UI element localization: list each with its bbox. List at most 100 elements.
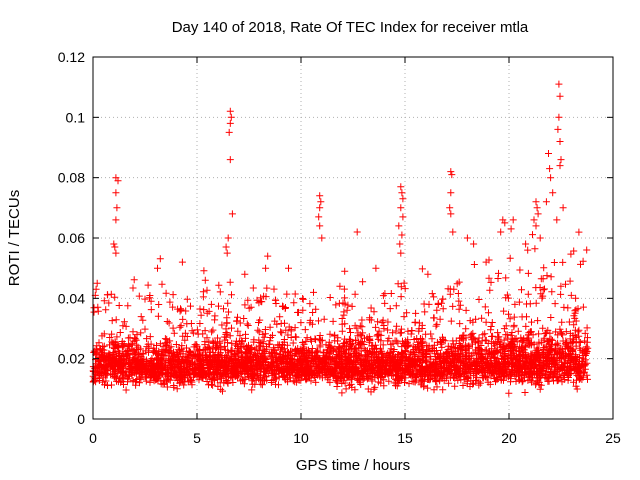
data-point [500, 307, 508, 315]
data-point [234, 327, 242, 335]
data-point [185, 348, 193, 356]
data-point [556, 92, 564, 100]
data-point [116, 329, 124, 336]
data-point [283, 341, 291, 349]
data-point [177, 350, 185, 358]
data-point [104, 382, 111, 389]
data-point [299, 295, 307, 303]
y-tick-label: 0.04 [58, 290, 85, 306]
data-point [562, 280, 569, 288]
data-point [244, 322, 252, 329]
data-point [433, 320, 441, 328]
y-tick-label: 0.08 [58, 170, 85, 186]
data-point [338, 389, 346, 397]
data-point [170, 383, 178, 391]
data-point [113, 204, 121, 212]
data-point [371, 383, 379, 391]
data-point [529, 231, 536, 239]
data-point [163, 335, 171, 343]
data-point [272, 300, 280, 307]
data-point [559, 258, 567, 266]
data-point [541, 285, 548, 293]
data-point [482, 318, 490, 326]
data-point [375, 327, 383, 335]
data-point [315, 317, 322, 325]
data-point [439, 295, 447, 303]
data-point [194, 330, 202, 338]
data-point [511, 300, 519, 308]
data-point [534, 210, 542, 218]
data-point [285, 264, 292, 272]
data-point [408, 327, 416, 334]
data-point [146, 378, 154, 386]
data-point [177, 306, 185, 314]
data-point [263, 284, 271, 292]
data-point [214, 334, 221, 342]
data-point [522, 322, 530, 330]
data-point [163, 318, 171, 325]
data-point [438, 343, 446, 351]
data-point [497, 376, 505, 384]
data-point [439, 386, 447, 394]
data-point [257, 294, 265, 302]
data-point [310, 288, 317, 296]
data-point [506, 315, 514, 323]
data-point [374, 318, 382, 326]
data-point [93, 279, 101, 287]
data-point [353, 228, 361, 236]
y-tick-labels: 0 0.02 0.04 0.06 0.08 0.1 0.12 [58, 49, 85, 427]
data-point [227, 113, 235, 121]
data-point [475, 296, 483, 303]
data-point [266, 337, 274, 345]
data-point [332, 301, 340, 309]
x-tick-label: 5 [193, 430, 201, 446]
data-point [162, 289, 170, 297]
data-point [120, 381, 127, 388]
data-point [379, 341, 387, 349]
data-point [126, 334, 134, 342]
data-point [225, 128, 233, 136]
data-point [172, 341, 180, 348]
x-tick-label: 0 [89, 430, 97, 446]
data-point [139, 316, 147, 324]
data-point [430, 314, 438, 322]
data-point [547, 273, 555, 281]
data-point [196, 305, 204, 313]
y-tick-label: 0.12 [58, 49, 85, 65]
data-point [536, 385, 544, 393]
data-point [95, 339, 103, 347]
data-point [223, 249, 231, 257]
data-point [90, 308, 98, 316]
data-point [253, 296, 261, 304]
data-point [226, 332, 234, 340]
data-point [347, 380, 355, 388]
data-point [340, 311, 348, 319]
data-point [396, 240, 404, 248]
data-point [331, 345, 339, 353]
data-point [112, 249, 120, 257]
data-point [207, 300, 215, 308]
data-point [115, 302, 123, 309]
data-point [155, 301, 163, 308]
data-point [221, 342, 229, 350]
data-point [572, 306, 580, 314]
data-point [144, 281, 152, 289]
data-point [301, 326, 309, 334]
data-point [141, 325, 149, 333]
data-point [176, 323, 184, 331]
x-tick-labels: 0 5 10 15 20 25 [89, 430, 621, 446]
data-point [397, 204, 405, 212]
data-point [326, 294, 334, 301]
data-point [494, 329, 502, 337]
data-point [254, 326, 262, 334]
data-point [269, 331, 276, 339]
data-point [226, 156, 234, 164]
data-point [228, 210, 236, 218]
data-point [449, 302, 457, 310]
data-point [399, 213, 407, 221]
data-point [264, 252, 272, 260]
data-point [209, 326, 217, 334]
data-point [129, 328, 137, 336]
data-point [311, 335, 319, 343]
data-point [557, 156, 565, 164]
